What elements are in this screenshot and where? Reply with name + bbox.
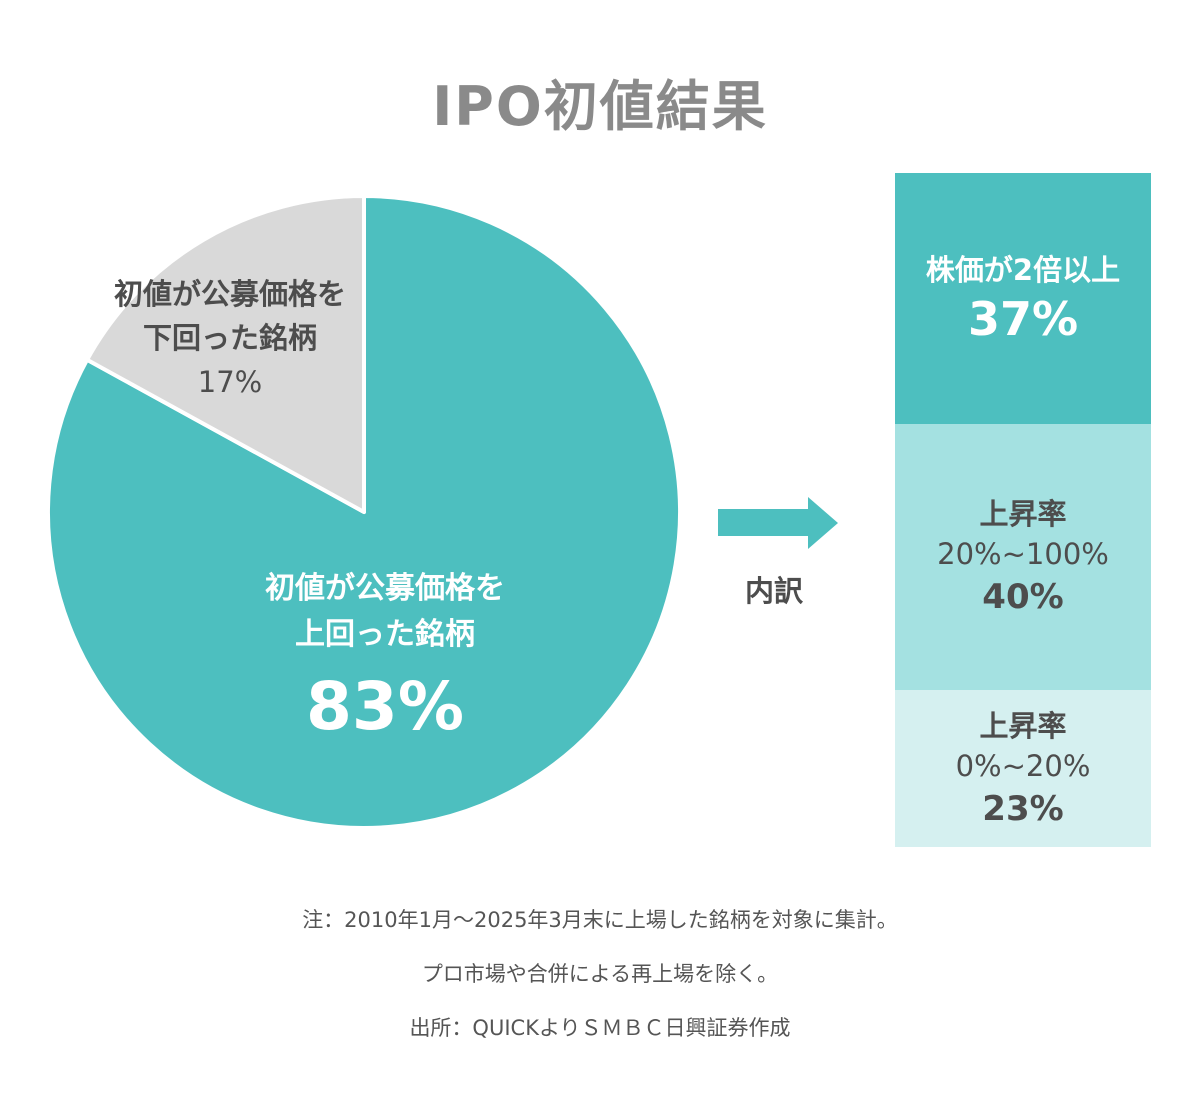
pie-slice-below [85, 194, 366, 514]
bar-segment-0-20-value: 23% [982, 788, 1064, 829]
pie-slice-above [46, 194, 682, 830]
pie-label-below-line-2: 下回った銘柄 [142, 321, 317, 355]
bar-segment-double: 株価が2倍以上 37% [895, 173, 1151, 424]
bar-segment-double-label: 株価が2倍以上 [925, 252, 1121, 287]
pie-label-above-value: 83% [306, 668, 464, 745]
pie-label-above-line-1: 初値が公募価格を [265, 571, 505, 606]
pie-label-above: 初値が公募価格を 上回った銘柄 83% [200, 566, 570, 750]
footnotes: 注：2010年1月～2025年3月末に上場した銘柄を対象に集計。 プロ市場や合併… [0, 893, 1200, 1055]
footnote-1: 注：2010年1月～2025年3月末に上場した銘柄を対象に集計。 [302, 908, 898, 932]
footnote-source: 出所：QUICKよりＳＭＢＣ日興証券作成 [409, 1016, 791, 1040]
pie-label-below: 初値が公募価格を 下回った銘柄 17% [80, 272, 380, 404]
bar-segment-0-20-range: 0%~20% [955, 748, 1091, 783]
pie-label-below-line-1: 初値が公募価格を [113, 277, 346, 311]
arrow-shaft [718, 509, 810, 536]
bar-segment-double-value: 37% [967, 291, 1079, 346]
bar-segment-20-100: 上昇率 20%~100% 40% [895, 424, 1151, 690]
chart-title: IPO初値結果 [432, 75, 768, 138]
footnote-2: プロ市場や合併による再上場を除く。 [421, 962, 779, 986]
arrow-head [808, 497, 838, 549]
pie-label-above-line-2: 上回った銘柄 [295, 617, 475, 652]
bar-segment-20-100-label: 上昇率 [979, 497, 1067, 531]
bar-segment-20-100-range: 20%~100% [937, 537, 1109, 571]
bar-segment-0-20-label: 上昇率 [979, 708, 1067, 743]
right-arrow-icon [718, 497, 840, 549]
bar-segment-20-100-value: 40% [982, 577, 1064, 617]
bar-segment-0-20: 上昇率 0%~20% 23% [895, 690, 1151, 847]
breakdown-label: 内訳 [744, 574, 803, 608]
pie-label-below-value: 17% [197, 365, 263, 399]
